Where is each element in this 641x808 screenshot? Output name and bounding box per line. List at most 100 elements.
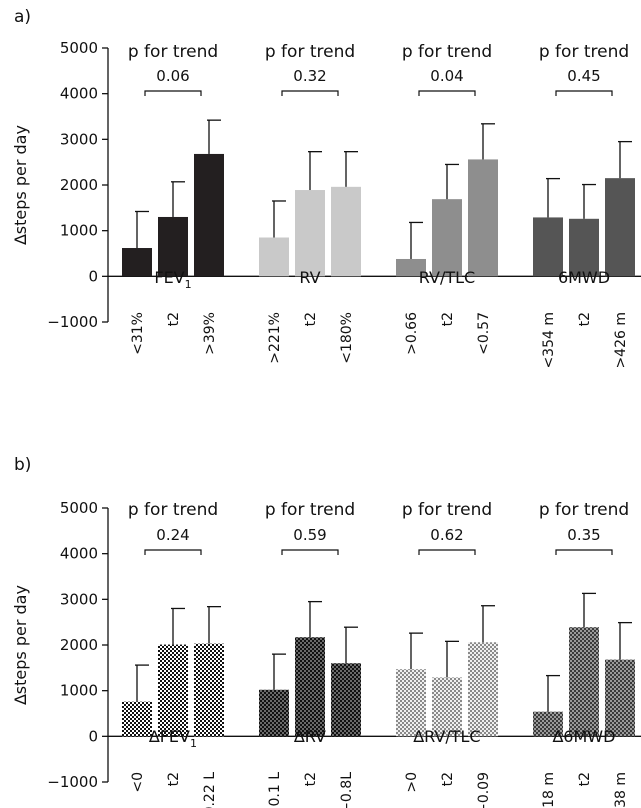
group-label-main: ∆FEV [148,727,190,746]
x-tick-label: t2 [577,312,593,326]
trend-bracket [418,549,476,555]
panel-a: a) 5000 4000 3000 2000 1000 0 −1000 ∆steps per d… [11,7,641,369]
bar [396,258,426,277]
x-tick-label: <−18 m [541,772,557,808]
bar-group-1: >221% t2 <180% p for trend 0.32 RV [259,42,361,364]
panel-letter: a) [14,7,31,27]
group-label-main: RV [299,268,320,287]
y-tick-label: 4000 [60,85,98,103]
y-tick-label: 2000 [60,636,98,654]
bar [432,199,462,277]
group-label-subscript: 1 [190,737,197,750]
bar [605,178,635,277]
bar [122,701,152,737]
group-label: 6MWD [558,268,610,287]
group-label: ∆6MWD [552,727,616,746]
x-tick-label: t2 [440,772,456,786]
group-label-subscript: 1 [185,278,192,291]
bar [605,659,635,737]
bar [158,644,188,737]
x-tick-label: >+38 m [613,772,629,808]
p-value: 0.32 [293,67,326,85]
bar [331,186,361,277]
y-tick-label: 0 [88,727,98,745]
bar-group-2: >0 t2 <−0.09 p for trend 0.62 ∆RV/TLC [396,500,498,808]
trend-label: p for trend [539,500,629,520]
bar [331,663,361,737]
group-label: ∆RV/TLC [412,727,480,746]
bar [468,159,498,277]
y-axis-label: ∆steps per day [11,585,30,706]
trend-bracket [144,549,202,555]
p-value: 0.04 [430,67,463,85]
x-tick-label: <0.57 [476,312,492,355]
y-tick-label: 1000 [60,682,98,700]
bar [569,218,599,277]
group-label: FEV1 [154,268,191,291]
trend-bracket [144,90,202,96]
bar [158,216,188,277]
x-tick-label: t2 [303,312,319,326]
bar-group-3: <−18 m t2 >+38 m p for trend 0.35 ∆6MWD [533,500,635,808]
bar [259,689,289,737]
y-tick-label: −1000 [47,313,98,331]
bar [468,642,498,737]
trend-label: p for trend [128,42,218,62]
y-tick-label: 4000 [60,545,98,563]
x-tick-label: >39% [202,312,218,355]
y-tick-label: 0 [88,267,98,285]
x-tick-label: <−0.09 [476,772,492,808]
x-tick-label: <354 m [541,312,557,369]
trend-bracket [418,90,476,96]
p-value: 0.62 [430,526,463,544]
bar [122,248,152,277]
trend-label: p for trend [402,500,492,520]
trend-label: p for trend [539,42,629,62]
x-tick-label: >221% [267,312,283,364]
bar [194,643,224,737]
y-tick-label: 5000 [60,499,98,517]
group-label-main: ∆RV/TLC [412,727,480,746]
p-value: 0.24 [156,526,189,544]
x-tick-label: <−0.8L [339,772,355,808]
y-tick-label: 2000 [60,176,98,194]
bar-group-1: >0.1 L t2 <−0.8L p for trend 0.59 ∆RV [259,500,361,808]
y-tick-label: 3000 [60,590,98,608]
bar [533,217,563,277]
bar [295,190,325,277]
trend-label: p for trend [402,42,492,62]
group-label-main: RV/TLC [419,268,475,287]
x-tick-label: t2 [577,772,593,786]
bar [432,677,462,737]
bar [569,627,599,737]
bar-group-3: <354 m t2 >426 m p for trend 0.45 6MWD [533,42,635,369]
panel-b: b) 5000 4000 3000 2000 1000 0 −1000 ∆steps per d… [11,455,641,808]
x-tick-label: <0 [130,772,146,793]
p-value: 0.59 [293,526,326,544]
x-tick-label: t2 [303,772,319,786]
y-axis-label: ∆steps per day [11,125,30,246]
bar-group-0: <0 t2 >0.22 L p for trend 0.24 ∆FEV1 [122,500,224,808]
group-label: ∆RV [293,727,326,746]
x-tick-label: t2 [166,772,182,786]
y-tick-label: −1000 [47,773,98,791]
x-tick-label: t2 [440,312,456,326]
bar-group-0: <31% t2 >39% p for trend 0.06 FEV1 [122,42,224,355]
x-tick-label: <31% [130,312,146,355]
trend-label: p for trend [265,42,355,62]
trend-bracket [555,90,613,96]
x-tick-label: t2 [166,312,182,326]
p-value: 0.35 [567,526,600,544]
trend-bracket [555,549,613,555]
p-value: 0.45 [567,67,600,85]
p-value: 0.06 [156,67,189,85]
x-tick-label: >426 m [613,312,629,369]
bar-group-2: >0.66 t2 <0.57 p for trend 0.04 RV/TLC [396,42,498,355]
trend-bracket [281,90,339,96]
trend-label: p for trend [128,500,218,520]
x-tick-label: <180% [339,312,355,364]
x-tick-label: >0.1 L [267,772,283,808]
group-label: RV/TLC [419,268,475,287]
bar [194,153,224,277]
